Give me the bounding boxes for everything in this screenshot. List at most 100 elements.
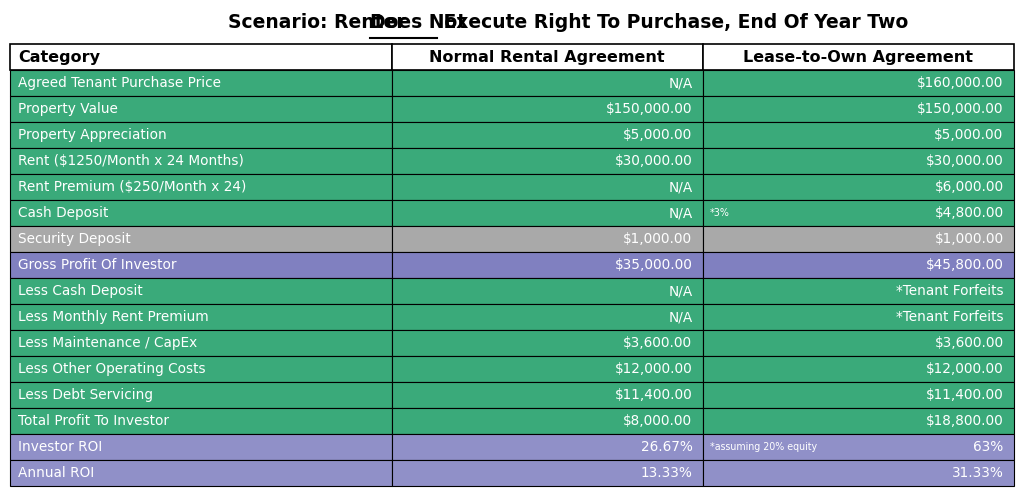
Bar bbox=[391, 252, 702, 278]
Text: Property Appreciation: Property Appreciation bbox=[18, 128, 167, 142]
Text: $150,000.00: $150,000.00 bbox=[918, 102, 1004, 116]
Bar bbox=[10, 278, 391, 304]
Bar bbox=[702, 330, 1014, 356]
Bar bbox=[702, 226, 1014, 252]
Text: Less Other Operating Costs: Less Other Operating Costs bbox=[18, 362, 206, 376]
Text: $1,000.00: $1,000.00 bbox=[624, 232, 692, 246]
Bar bbox=[10, 148, 391, 174]
Text: $4,800.00: $4,800.00 bbox=[934, 206, 1004, 220]
Bar bbox=[391, 278, 702, 304]
Bar bbox=[391, 226, 702, 252]
Text: Less Monthly Rent Premium: Less Monthly Rent Premium bbox=[18, 310, 209, 324]
Text: 13.33%: 13.33% bbox=[641, 466, 692, 480]
Text: $30,000.00: $30,000.00 bbox=[614, 154, 692, 168]
Text: Scenario: Renter: Scenario: Renter bbox=[227, 13, 412, 32]
Text: Security Deposit: Security Deposit bbox=[18, 232, 131, 246]
Bar bbox=[391, 330, 702, 356]
Text: Property Value: Property Value bbox=[18, 102, 119, 116]
Text: $18,800.00: $18,800.00 bbox=[926, 414, 1004, 428]
Bar bbox=[10, 304, 391, 330]
Bar bbox=[702, 122, 1014, 148]
Bar bbox=[391, 408, 702, 434]
Bar bbox=[10, 252, 391, 278]
Text: Investor ROI: Investor ROI bbox=[18, 440, 108, 454]
Text: $12,000.00: $12,000.00 bbox=[926, 362, 1004, 376]
Bar bbox=[702, 96, 1014, 122]
Text: 26.67%: 26.67% bbox=[641, 440, 692, 454]
Bar bbox=[10, 44, 391, 70]
Text: $1,000.00: $1,000.00 bbox=[934, 232, 1004, 246]
Text: Does Not: Does Not bbox=[370, 13, 466, 32]
Bar bbox=[10, 70, 391, 96]
Text: $30,000.00: $30,000.00 bbox=[926, 154, 1004, 168]
Text: $35,000.00: $35,000.00 bbox=[614, 258, 692, 272]
Text: *assuming 20% equity: *assuming 20% equity bbox=[710, 442, 817, 452]
Bar bbox=[10, 96, 391, 122]
Bar bbox=[10, 226, 391, 252]
Text: $8,000.00: $8,000.00 bbox=[624, 414, 692, 428]
Bar bbox=[391, 122, 702, 148]
Bar bbox=[702, 200, 1014, 226]
Text: Category: Category bbox=[18, 50, 100, 65]
Bar bbox=[702, 460, 1014, 486]
Text: Less Debt Servicing: Less Debt Servicing bbox=[18, 388, 158, 402]
Text: N/A: N/A bbox=[669, 206, 692, 220]
Bar bbox=[391, 356, 702, 382]
Text: $12,000.00: $12,000.00 bbox=[614, 362, 692, 376]
Text: Rent Premium ($250/Month x 24): Rent Premium ($250/Month x 24) bbox=[18, 180, 247, 194]
Text: *3%: *3% bbox=[710, 208, 730, 218]
Text: Lease-to-Own Agreement: Lease-to-Own Agreement bbox=[743, 50, 973, 65]
Text: N/A: N/A bbox=[669, 310, 692, 324]
Bar bbox=[702, 356, 1014, 382]
Bar bbox=[391, 96, 702, 122]
Bar bbox=[702, 382, 1014, 408]
Bar bbox=[391, 174, 702, 200]
Text: Gross Profit Of Investor: Gross Profit Of Investor bbox=[18, 258, 177, 272]
Text: 31.33%: 31.33% bbox=[951, 466, 1004, 480]
Text: N/A: N/A bbox=[669, 284, 692, 298]
Text: *Tenant Forfeits: *Tenant Forfeits bbox=[896, 284, 1004, 298]
Text: $45,800.00: $45,800.00 bbox=[926, 258, 1004, 272]
Bar bbox=[10, 356, 391, 382]
Bar bbox=[10, 460, 391, 486]
Bar bbox=[702, 434, 1014, 460]
Bar bbox=[391, 460, 702, 486]
Bar bbox=[702, 70, 1014, 96]
Text: N/A: N/A bbox=[669, 76, 692, 90]
Bar bbox=[702, 278, 1014, 304]
Bar bbox=[10, 174, 391, 200]
Bar bbox=[702, 174, 1014, 200]
Text: Rent ($1250/Month x 24 Months): Rent ($1250/Month x 24 Months) bbox=[18, 154, 245, 168]
Text: $5,000.00: $5,000.00 bbox=[624, 128, 692, 142]
Bar bbox=[391, 200, 702, 226]
Bar bbox=[391, 44, 702, 70]
Text: N/A: N/A bbox=[669, 180, 692, 194]
Bar bbox=[391, 434, 702, 460]
Bar bbox=[391, 304, 702, 330]
Text: Cash Deposit: Cash Deposit bbox=[18, 206, 114, 220]
Bar bbox=[702, 148, 1014, 174]
Bar bbox=[702, 44, 1014, 70]
Bar bbox=[10, 382, 391, 408]
Text: $5,000.00: $5,000.00 bbox=[934, 128, 1004, 142]
Text: $160,000.00: $160,000.00 bbox=[918, 76, 1004, 90]
Bar bbox=[391, 382, 702, 408]
Bar bbox=[702, 252, 1014, 278]
Text: $11,400.00: $11,400.00 bbox=[926, 388, 1004, 402]
Text: Less Maintenance / CapEx: Less Maintenance / CapEx bbox=[18, 336, 198, 350]
Text: $150,000.00: $150,000.00 bbox=[606, 102, 692, 116]
Text: $3,600.00: $3,600.00 bbox=[934, 336, 1004, 350]
Text: Execute Right To Purchase, End Of Year Two: Execute Right To Purchase, End Of Year T… bbox=[436, 13, 908, 32]
Text: *Tenant Forfeits: *Tenant Forfeits bbox=[896, 310, 1004, 324]
Text: Less Cash Deposit: Less Cash Deposit bbox=[18, 284, 143, 298]
Bar bbox=[10, 434, 391, 460]
Text: Total Profit To Investor: Total Profit To Investor bbox=[18, 414, 169, 428]
Text: Normal Rental Agreement: Normal Rental Agreement bbox=[429, 50, 665, 65]
Text: Annual ROI: Annual ROI bbox=[18, 466, 94, 480]
Text: 63%: 63% bbox=[973, 440, 1004, 454]
Bar bbox=[10, 330, 391, 356]
Bar bbox=[10, 200, 391, 226]
Bar bbox=[10, 408, 391, 434]
Text: $6,000.00: $6,000.00 bbox=[934, 180, 1004, 194]
Text: $11,400.00: $11,400.00 bbox=[614, 388, 692, 402]
